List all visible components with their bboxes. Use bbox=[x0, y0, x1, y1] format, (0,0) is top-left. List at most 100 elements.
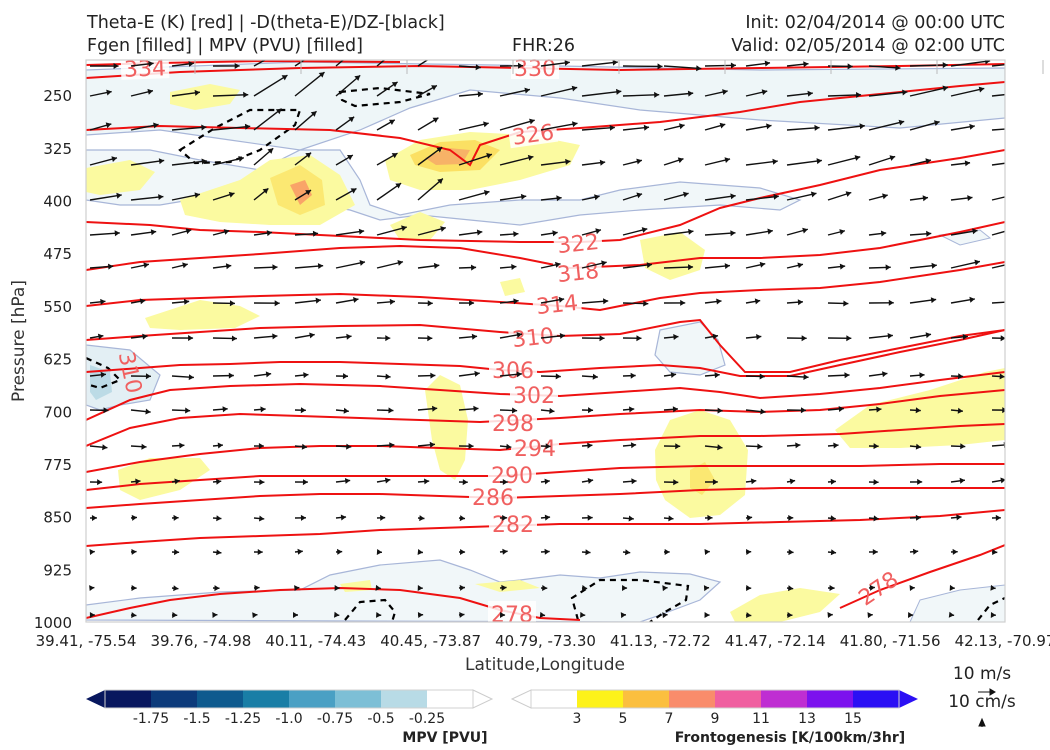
wind-vectors bbox=[89, 60, 1005, 619]
mpv-bar-segment bbox=[151, 690, 198, 708]
wind-arrow bbox=[89, 63, 119, 69]
wind-arrow bbox=[827, 300, 849, 307]
fgen-fill bbox=[118, 458, 210, 500]
wind-arrow bbox=[663, 334, 679, 340]
wind-arrow bbox=[417, 60, 429, 67]
fgen-fill bbox=[425, 375, 468, 480]
wind-arrow bbox=[89, 333, 104, 340]
wind-arrow bbox=[499, 154, 534, 166]
theta-e-label-318: 318 bbox=[556, 259, 600, 288]
wind-arrow bbox=[827, 612, 833, 618]
wind-arrow bbox=[868, 230, 887, 237]
wind-arrow bbox=[909, 372, 925, 379]
x-tick-label: 40.11, -74.43 bbox=[265, 632, 366, 650]
wind-arrow bbox=[294, 332, 315, 339]
wind-arrow bbox=[335, 260, 366, 269]
wind-arrow bbox=[991, 477, 1005, 484]
wind-arrow bbox=[745, 408, 766, 415]
fgen-colorbar: 3 5 7 9 11 13 15 Frontogenesis [K/100km/3hr] bbox=[510, 689, 918, 746]
wind-arrow bbox=[622, 158, 643, 166]
wind-arrow bbox=[253, 585, 260, 591]
wind-arrow bbox=[294, 297, 321, 304]
wind-arrow bbox=[212, 335, 237, 342]
wind-arrow bbox=[663, 228, 694, 236]
wind-arrow bbox=[130, 88, 154, 97]
theta-e-label-306: 306 bbox=[492, 359, 534, 384]
mpv-tick: -1.25 bbox=[225, 711, 261, 727]
wind-arrow bbox=[212, 191, 235, 201]
wind-arrow bbox=[253, 187, 269, 201]
wind-arrow bbox=[949, 584, 955, 591]
wind-arrow bbox=[294, 71, 325, 97]
wind-arrow bbox=[663, 65, 702, 72]
y-tick-label: 250 bbox=[43, 87, 72, 105]
wind-arrow bbox=[212, 229, 230, 236]
wind-arrow bbox=[212, 478, 222, 485]
theta-e-label-bg bbox=[489, 410, 537, 434]
wind-arrow bbox=[499, 479, 508, 485]
wind-arrow bbox=[417, 300, 433, 307]
title-left-line2: Fgen [filled] | MPV (PVU) [filled] bbox=[87, 36, 363, 56]
mpv-fill bbox=[90, 365, 112, 400]
fgen-fill bbox=[730, 588, 840, 622]
theta-e-label-302: 302 bbox=[513, 384, 555, 409]
wind-arrow bbox=[335, 60, 345, 67]
wind-arrow bbox=[335, 333, 352, 340]
wind-arrow bbox=[458, 91, 484, 98]
wind-arrow bbox=[745, 585, 752, 591]
mpv-tick: -0.75 bbox=[317, 711, 353, 727]
wind-arrow bbox=[294, 110, 317, 131]
wind-arrow bbox=[786, 374, 809, 380]
wind-arrow bbox=[991, 230, 1005, 236]
theta-e-label-bg bbox=[552, 256, 604, 286]
theta-e-label-bg bbox=[488, 601, 536, 625]
wind-arrow bbox=[622, 192, 643, 201]
wind-arrow bbox=[335, 228, 365, 236]
theta-e-label-bg bbox=[510, 382, 558, 406]
wind-arrow bbox=[212, 442, 224, 449]
wind-arrow bbox=[581, 585, 588, 591]
mpv-fill bbox=[909, 584, 1005, 622]
wind-arrow bbox=[130, 298, 146, 305]
wind-arrow bbox=[212, 123, 251, 131]
wind-arrow bbox=[622, 515, 634, 522]
wind-arrow bbox=[253, 230, 273, 237]
wind-arrow bbox=[375, 584, 381, 591]
wind-arrow bbox=[581, 407, 594, 414]
wind-arrow bbox=[171, 262, 188, 269]
fgen-bar-segment bbox=[715, 690, 762, 708]
wind-arrow bbox=[786, 407, 807, 414]
wind-arrow bbox=[458, 333, 478, 340]
top-ticks bbox=[194, 60, 1044, 74]
wind-arrow bbox=[950, 333, 968, 340]
wind-arrow bbox=[827, 191, 852, 201]
wind-arrow bbox=[376, 298, 396, 305]
wind-arrow bbox=[622, 91, 660, 98]
wind-arrow bbox=[212, 63, 240, 69]
theta-e-contour-310 bbox=[86, 318, 1005, 373]
wind-key-v-arrow bbox=[978, 717, 986, 727]
wind-arrow bbox=[868, 584, 875, 591]
theta-e-label-278: 278 bbox=[491, 603, 533, 628]
theta-e-labels: 334 3303263223183143103063022982942902862… bbox=[113, 54, 903, 628]
wind-arrow bbox=[417, 549, 423, 555]
y-tick-label: 925 bbox=[43, 561, 72, 579]
wind-arrow bbox=[130, 443, 147, 450]
wind-arrow bbox=[663, 515, 674, 522]
wind-arrow bbox=[294, 60, 306, 67]
wind-arrow bbox=[499, 407, 518, 414]
wind-arrow bbox=[417, 178, 444, 201]
valid-time: Valid: 02/05/2014 @ 02:00 UTC bbox=[731, 36, 1005, 56]
mpv-bar-segment bbox=[381, 690, 428, 708]
wind-arrow bbox=[581, 478, 594, 484]
wind-arrow bbox=[376, 182, 402, 201]
ddz-contour bbox=[344, 598, 397, 622]
wind-arrow bbox=[908, 612, 914, 618]
wind-arrow bbox=[991, 335, 1005, 342]
wind-arrow bbox=[991, 162, 1005, 166]
wind-arrow bbox=[786, 262, 804, 269]
theta-e-label-bg bbox=[489, 357, 537, 381]
wind-arrow bbox=[540, 333, 566, 339]
fgen-fill bbox=[690, 462, 715, 495]
wind-arrow bbox=[417, 335, 433, 342]
